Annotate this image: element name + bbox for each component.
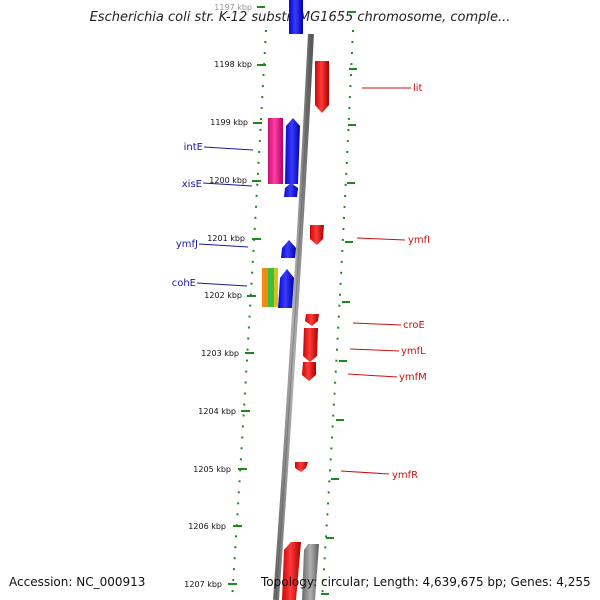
gene-feature bbox=[268, 118, 283, 184]
gene-feature bbox=[278, 269, 294, 308]
tick-label: 1203 kbp bbox=[201, 349, 239, 358]
left-tick-track bbox=[231, 29, 267, 600]
tick-label: 1206 kbp bbox=[188, 522, 226, 531]
gene-feature bbox=[289, 0, 303, 34]
tick-marks bbox=[228, 6, 357, 595]
gene-feature bbox=[302, 544, 319, 600]
tick-label: 1204 kbp bbox=[198, 407, 236, 416]
tick-label: 1198 kbp bbox=[214, 60, 252, 69]
gene-feature bbox=[302, 362, 316, 381]
tick-label: 1197 kbp bbox=[214, 3, 252, 12]
tick-label: 1201 kbp bbox=[207, 234, 245, 243]
tick-label: 1200 kbp bbox=[209, 176, 247, 185]
tick-label: 1207 kbp bbox=[184, 580, 222, 589]
gene-feature bbox=[315, 61, 329, 113]
misc-features bbox=[262, 118, 283, 307]
gene-feature bbox=[303, 328, 318, 362]
gene-label: cohE bbox=[172, 278, 196, 289]
gene-feature bbox=[274, 268, 278, 307]
gene-feature bbox=[282, 542, 301, 600]
reverse-strand-genes bbox=[282, 61, 329, 600]
tick-label: 1205 kbp bbox=[193, 465, 231, 474]
gene-feature bbox=[310, 225, 324, 245]
topology-info: Topology: circular; Length: 4,639,675 bp… bbox=[261, 575, 591, 589]
gene-label: ymfL bbox=[401, 346, 426, 357]
gene-label: xisE bbox=[182, 179, 202, 190]
tick-labels: 1197 kbp 1198 kbp 1199 kbp 1200 kbp 1201… bbox=[184, 3, 252, 589]
gene-label: ymfR bbox=[392, 470, 418, 481]
gene-feature bbox=[284, 183, 298, 197]
right-tick-track bbox=[321, 29, 354, 600]
gene-feature bbox=[305, 314, 319, 326]
right-gene-labels: lit ymfI croE ymfL ymfM ymfR bbox=[340, 83, 430, 481]
gene-label: ymfM bbox=[399, 372, 427, 383]
tick-label: 1199 kbp bbox=[210, 118, 248, 127]
gene-label: lit bbox=[413, 83, 423, 94]
forward-strand-genes bbox=[278, 0, 303, 308]
tick-label: 1202 kbp bbox=[204, 291, 242, 300]
gene-feature bbox=[262, 268, 268, 307]
gene-label: intE bbox=[184, 142, 203, 153]
accession-info: Accession: NC_000913 bbox=[9, 575, 146, 589]
gene-label: ymfI bbox=[408, 235, 430, 246]
gene-feature bbox=[285, 118, 300, 184]
gene-label: croE bbox=[403, 320, 425, 331]
left-gene-labels: intE xisE ymfJ cohE bbox=[172, 142, 254, 289]
gene-feature bbox=[281, 240, 296, 258]
gene-feature bbox=[295, 462, 308, 472]
gene-label: ymfJ bbox=[176, 239, 198, 250]
gene-feature bbox=[268, 268, 274, 307]
